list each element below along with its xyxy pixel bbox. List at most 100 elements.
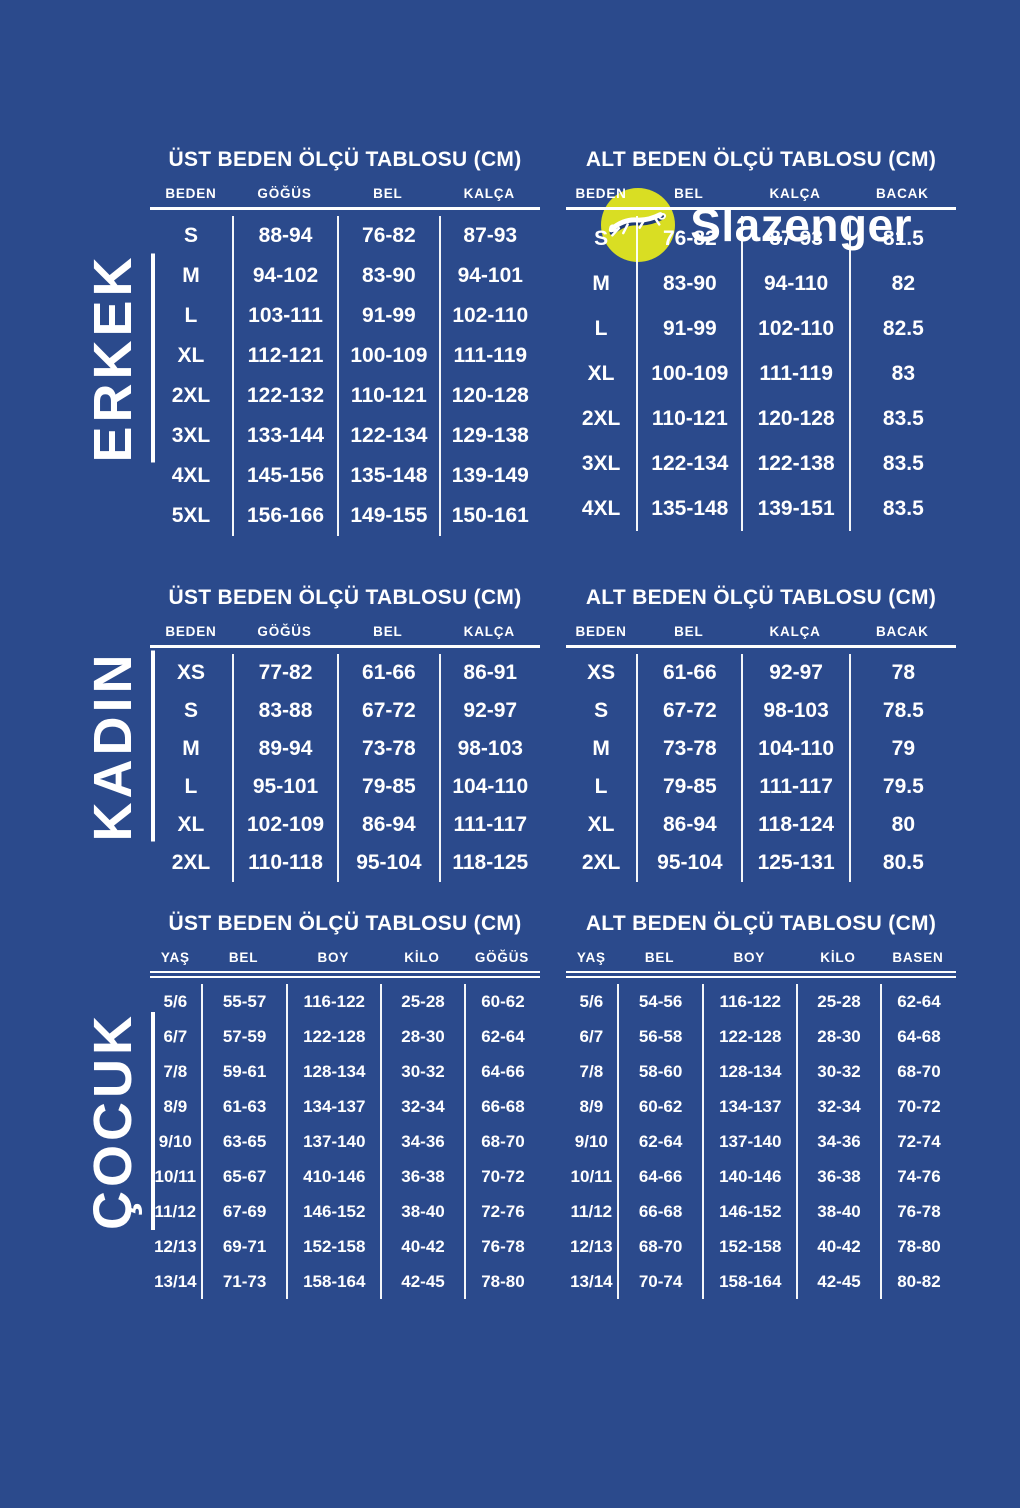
size-cell: S — [594, 226, 609, 250]
table-row: XS 77-82 61-66 86-91 — [150, 654, 540, 692]
size-cell: 12/13 — [154, 1236, 197, 1256]
value-cell: 158-164 — [286, 1264, 380, 1299]
value-cell: 92-97 — [438, 692, 540, 730]
size-cell: 5/6 — [163, 991, 188, 1011]
value-cell: 32-34 — [796, 1089, 880, 1124]
value-cell: 91-99 — [636, 306, 741, 351]
column-header: KALÇA — [769, 624, 821, 639]
value-cell: 111-117 — [741, 768, 848, 806]
size-cell: 7/8 — [579, 1061, 604, 1081]
table-row: 8/9 60-62 134-137 32-34 70-72 — [566, 1089, 956, 1124]
value-cell: 73-78 — [636, 730, 741, 768]
column-header: BEL — [373, 624, 403, 639]
table-row: S 67-72 98-103 78.5 — [566, 692, 956, 730]
value-cell: 145-156 — [231, 456, 337, 496]
value-cell: 95-104 — [636, 844, 741, 882]
value-cell: 122-134 — [636, 441, 741, 486]
value-cell: 76-82 — [337, 216, 438, 256]
value-cell: 83.5 — [848, 396, 956, 441]
value-cell: 72-76 — [463, 1194, 540, 1229]
table-title: ÜST BEDEN ÖLÇÜ TABLOSU (CM) — [168, 912, 522, 935]
table-row: XL 112-121 100-109 111-119 — [150, 336, 540, 376]
value-cell: 58-60 — [616, 1054, 703, 1089]
column-header: BEDEN — [165, 186, 217, 201]
table-row: M 73-78 104-110 79 — [566, 730, 956, 768]
table-body: XS 61-66 92-97 78 S 67-72 98-103 78.5 M 73-78 104-… — [566, 654, 956, 882]
column-header: KALÇA — [769, 186, 821, 201]
table-row: 2XL 122-132 110-121 120-128 — [150, 376, 540, 416]
value-cell: 146-152 — [702, 1194, 796, 1229]
size-cell: 10/11 — [154, 1166, 197, 1186]
column-header: GÖĞÜS — [257, 624, 312, 639]
value-cell: 80.5 — [848, 844, 956, 882]
value-cell: 95-101 — [231, 768, 337, 806]
value-cell: 80 — [848, 806, 956, 844]
value-cell: 88-94 — [231, 216, 337, 256]
value-cell: 95-104 — [337, 844, 438, 882]
column-header: BEL — [674, 186, 704, 201]
value-cell: 134-137 — [702, 1089, 796, 1124]
size-cell: 9/10 — [574, 1131, 608, 1151]
value-cell: 135-148 — [337, 456, 438, 496]
column-header: BACAK — [875, 186, 929, 201]
table-row: 6/7 56-58 122-128 28-30 64-68 — [566, 1019, 956, 1054]
value-cell: 64-66 — [616, 1159, 703, 1194]
value-cell: 78-80 — [463, 1264, 540, 1299]
value-cell: 42-45 — [380, 1264, 464, 1299]
size-cell: 2XL — [581, 851, 621, 874]
size-cell: 10/11 — [570, 1166, 613, 1186]
value-cell: 100-109 — [636, 351, 741, 396]
section-erkek: ERKEK ÜST BEDEN ÖLÇÜ TABLOSU (CM) BEDEN GÖĞ… — [0, 148, 1020, 536]
table-title: ALT BEDEN ÖLÇÜ TABLOSU (CM) — [585, 586, 937, 609]
value-cell: 76-82 — [636, 216, 741, 261]
size-cell: L — [594, 316, 608, 340]
value-cell: 78-80 — [879, 1229, 956, 1264]
column-header: BEDEN — [575, 624, 627, 639]
value-cell: 139-151 — [741, 486, 848, 531]
value-cell: 81.5 — [848, 216, 956, 261]
value-cell: 129-138 — [438, 416, 540, 456]
value-cell: 122-134 — [337, 416, 438, 456]
value-cell: 62-64 — [463, 1019, 540, 1054]
value-cell: 156-166 — [231, 496, 337, 536]
section-label-rule — [151, 1011, 155, 1230]
value-cell: 79-85 — [337, 768, 438, 806]
table-body: S 76-82 87-93 81.5 M 83-90 94-110 82 L 91-99 102-1… — [566, 216, 956, 531]
value-cell: 67-72 — [337, 692, 438, 730]
value-cell: 152-158 — [286, 1229, 380, 1264]
value-cell: 76-78 — [463, 1229, 540, 1264]
size-cell: 6/7 — [579, 1026, 604, 1046]
value-cell: 68-70 — [616, 1229, 703, 1264]
value-cell: 54-56 — [616, 984, 703, 1019]
table-row: 3XL 133-144 122-134 129-138 — [150, 416, 540, 456]
table-row: M 89-94 73-78 98-103 — [150, 730, 540, 768]
column-header: GÖĞÜS — [474, 950, 530, 965]
table-row: 10/11 65-67 410-146 36-38 70-72 — [150, 1159, 540, 1194]
value-cell: 59-61 — [200, 1054, 287, 1089]
table-title: ALT BEDEN ÖLÇÜ TABLOSU (CM) — [585, 148, 937, 171]
table-row: 13/14 71-73 158-164 42-45 78-80 — [150, 1264, 540, 1299]
table-row: 13/14 70-74 158-164 42-45 80-82 — [566, 1264, 956, 1299]
size-cell: XL — [177, 344, 205, 367]
value-cell: 62-64 — [879, 984, 956, 1019]
value-cell: 86-94 — [337, 806, 438, 844]
size-cell: XS — [176, 661, 205, 684]
value-cell: 87-93 — [741, 216, 848, 261]
value-cell: 82 — [848, 261, 956, 306]
value-cell: 68-70 — [879, 1054, 956, 1089]
size-cell: XL — [177, 813, 205, 836]
table-row: 10/11 64-66 140-146 36-38 74-76 — [566, 1159, 956, 1194]
table-kadin-alt: ALT BEDEN ÖLÇÜ TABLOSU (CM) BEDEN BEL KALÇA… — [566, 586, 956, 882]
value-cell: 100-109 — [337, 336, 438, 376]
value-cell: 80-82 — [879, 1264, 956, 1299]
value-cell: 110-121 — [337, 376, 438, 416]
value-cell: 122-128 — [286, 1019, 380, 1054]
value-cell: 34-36 — [796, 1124, 880, 1159]
value-cell: 77-82 — [231, 654, 337, 692]
table-row: 4XL 145-156 135-148 139-149 — [150, 456, 540, 496]
section-label-rule — [151, 650, 155, 842]
size-cell: 13/14 — [154, 1271, 197, 1291]
table-row: 4XL 135-148 139-151 83.5 — [566, 486, 956, 531]
value-cell: 70-72 — [879, 1089, 956, 1124]
table-cocuk-alt: ALT BEDEN ÖLÇÜ TABLOSU (CM) YAŞ BEL BOY KİLO… — [566, 912, 956, 1299]
